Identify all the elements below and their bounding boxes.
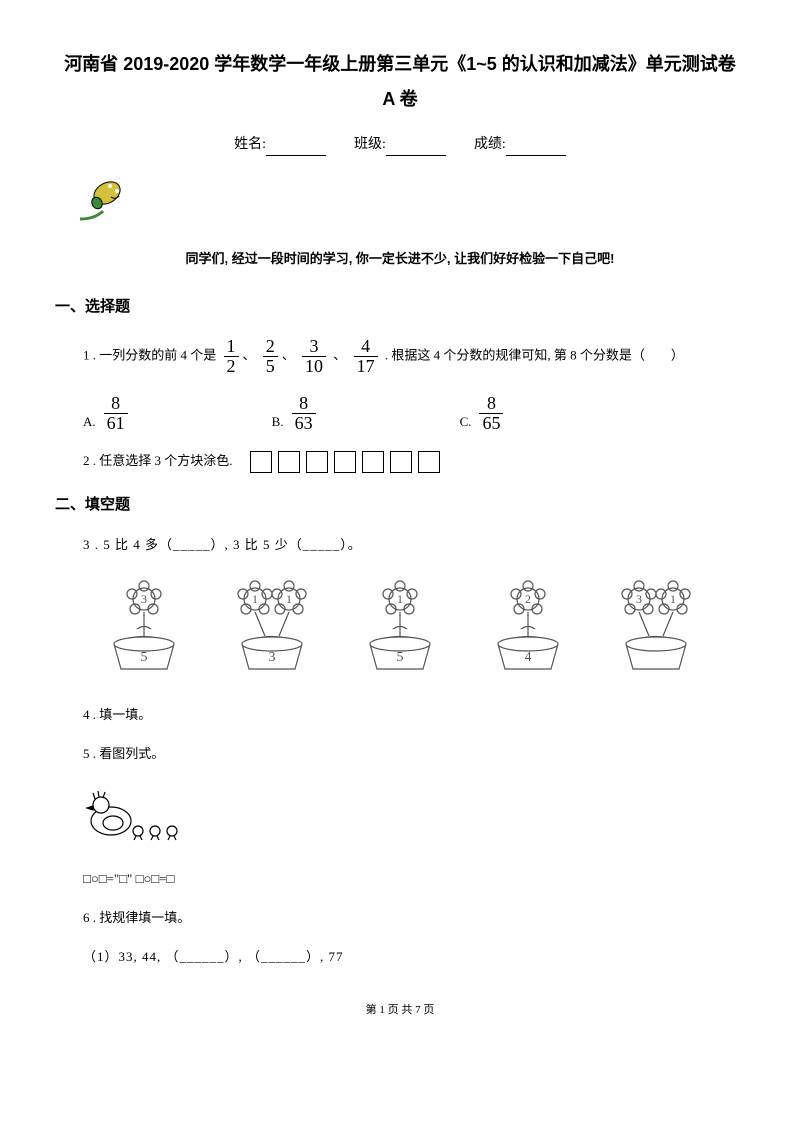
option-b-label: B.: [272, 412, 284, 433]
q5-equation: □○□="□" □○□=□: [83, 869, 745, 890]
color-boxes: [250, 451, 440, 473]
color-box[interactable]: [334, 451, 356, 473]
option-a[interactable]: A. 861: [83, 394, 132, 433]
fraction: 863: [292, 394, 316, 433]
fraction: 865: [479, 394, 503, 433]
question-6: 6 . 找规律填一填。: [83, 908, 745, 929]
question-2: 2 . 任意选择 3 个方块涂色.: [83, 451, 745, 473]
question-1: 1 . 一列分数的前 4 个是 12、 25、 310 、 417 . 根据这 …: [83, 337, 745, 376]
color-box[interactable]: [278, 451, 300, 473]
option-b[interactable]: B. 863: [272, 394, 320, 433]
svg-text:3: 3: [636, 592, 642, 606]
flower-pot: 3 5: [89, 574, 199, 687]
svg-text:3: 3: [269, 650, 276, 665]
color-box[interactable]: [390, 451, 412, 473]
class-label: 班级:: [354, 137, 386, 152]
flower-pot: 1 5: [345, 574, 455, 687]
score-blank[interactable]: [506, 141, 566, 156]
question-4: 4 . 填一填。: [83, 705, 745, 726]
q1-prefix: 1 . 一列分数的前 4 个是: [83, 348, 216, 363]
q6-line: （1）33, 44, （______）, （______）, 77: [83, 947, 745, 968]
question-5: 5 . 看图列式。: [83, 744, 745, 765]
q2-text: 2 . 任意选择 3 个方块涂色.: [83, 453, 233, 468]
fraction: 25: [263, 337, 278, 376]
pencil-icon: [75, 171, 745, 234]
page-footer: 第 1 页 共 7 页: [55, 1002, 745, 1020]
color-box[interactable]: [250, 451, 272, 473]
svg-text:5: 5: [397, 650, 404, 665]
score-label: 成绩:: [474, 137, 506, 152]
name-label: 姓名:: [234, 137, 266, 152]
option-a-label: A.: [83, 412, 96, 433]
svg-text:1: 1: [397, 592, 403, 606]
q1-suffix: . 根据这 4 个分数的规律可知, 第 8 个分数是（ ）: [385, 348, 684, 363]
q1-options: A. 861 B. 863 C. 865: [83, 394, 745, 433]
flower-pot: 1 1 3: [217, 574, 327, 687]
class-blank[interactable]: [386, 141, 446, 156]
color-box[interactable]: [306, 451, 328, 473]
name-blank[interactable]: [266, 141, 326, 156]
svg-text:2: 2: [525, 592, 531, 606]
intro-text: 同学们, 经过一段时间的学习, 你一定长进不少, 让我们好好检验一下自己吧!: [55, 249, 745, 270]
svg-text:3: 3: [141, 592, 147, 606]
section-1-heading: 一、选择题: [55, 295, 745, 319]
option-c-label: C.: [460, 412, 472, 433]
question-3: 3 . 5 比 4 多（_____）, 3 比 5 少（_____）。: [83, 535, 745, 556]
page-subtitle: A 卷: [55, 85, 745, 114]
page-title: 河南省 2019-2020 学年数学一年级上册第三单元《1~5 的认识和加减法》…: [55, 50, 745, 79]
hen-chicks-icon: [83, 783, 745, 851]
svg-text:4: 4: [525, 650, 532, 665]
flower-pots-row: 3 5 1 1 3 1: [85, 574, 715, 687]
student-info-line: 姓名: 班级: 成绩:: [55, 134, 745, 156]
fraction: 861: [104, 394, 128, 433]
option-c[interactable]: C. 865: [460, 394, 508, 433]
fraction: 310: [302, 337, 326, 376]
svg-text:1: 1: [252, 592, 258, 606]
flower-pot: 3 1: [601, 574, 711, 687]
section-2-heading: 二、填空题: [55, 493, 745, 517]
svg-text:1: 1: [286, 592, 292, 606]
fraction: 12: [224, 337, 239, 376]
color-box[interactable]: [418, 451, 440, 473]
color-box[interactable]: [362, 451, 384, 473]
fraction: 417: [354, 337, 378, 376]
flower-pot: 2 4: [473, 574, 583, 687]
svg-text:5: 5: [141, 650, 148, 665]
svg-text:1: 1: [670, 592, 676, 606]
